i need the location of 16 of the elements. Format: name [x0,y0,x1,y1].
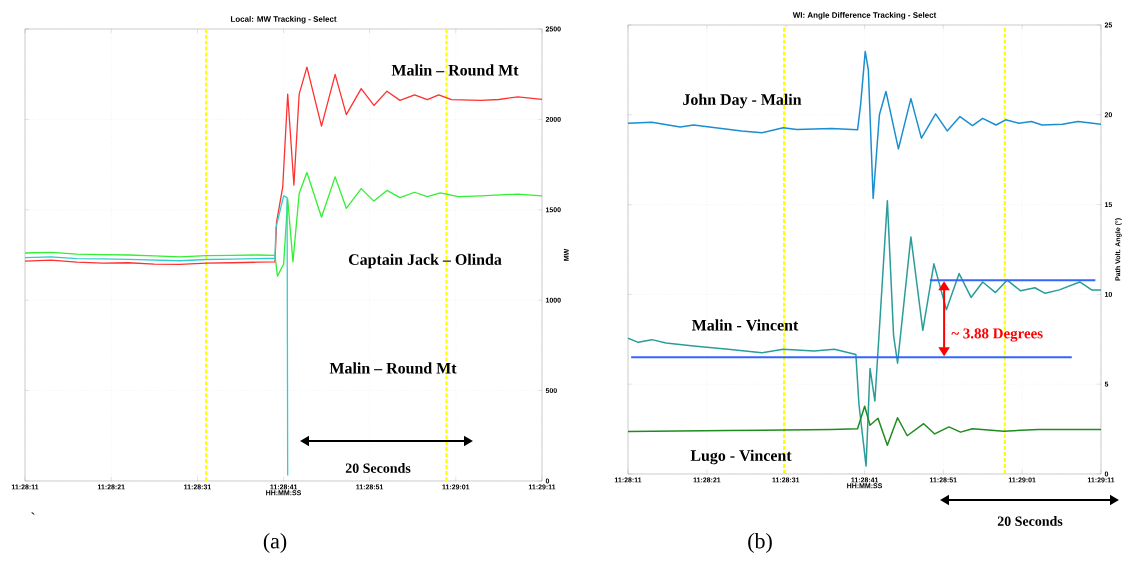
series-label: John Day - Malin [683,93,802,109]
annotation: 20 Seconds [345,463,411,473]
line-series [628,50,1102,200]
series-label: Malin - Vincent [691,319,799,331]
text: Malin – Round Mt [329,362,457,374]
series-label: Malin – Round Mt [391,64,519,76]
text: ` [31,512,35,515]
text: (b) [748,533,772,553]
text: Captain Jack – Olinda [348,253,502,269]
text: (a) [263,533,287,553]
line-series [628,199,1102,467]
text: 20 Seconds [997,516,1063,526]
line-series [25,171,543,277]
line-series [628,405,1102,446]
series-label: Lugo - Vincent [690,449,792,465]
annotation: ~ 3.88 Degrees [951,328,1043,342]
